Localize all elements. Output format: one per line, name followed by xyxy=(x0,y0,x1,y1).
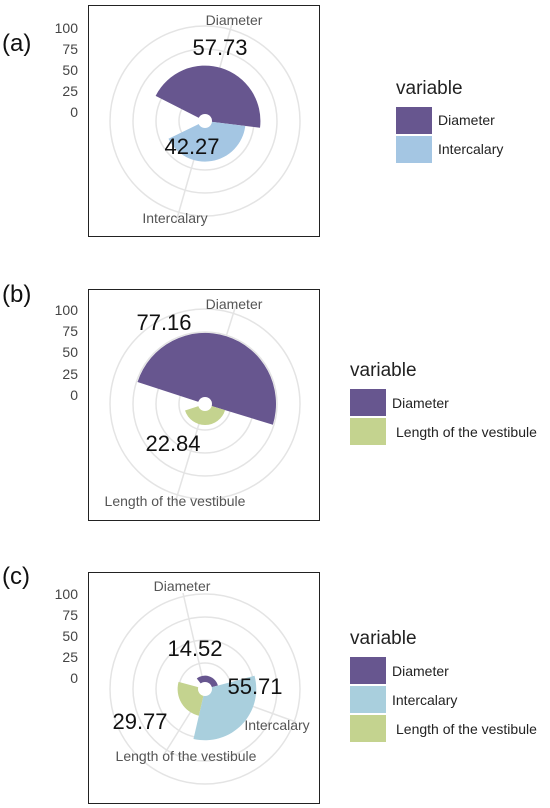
panel-c-legend-label-diameter: Diameter xyxy=(392,663,449,679)
panel-a-legend-title: variable xyxy=(396,78,463,99)
panel-b-bar-length-of-the-vestibule xyxy=(185,404,226,425)
panel-c-value-label-intercalary: 55.71 xyxy=(227,674,282,699)
panel-c-spoke xyxy=(182,592,206,690)
panel-c-legend-label-length-of-the-vestibule: Length of the vestibule xyxy=(396,721,537,737)
panel-c-ytick-75: 75 xyxy=(62,607,78,623)
panel-a-bar-diameter xyxy=(155,65,261,128)
panel-a-axis-label-diameter: Diameter xyxy=(206,12,263,28)
panel-b-ytick-100: 100 xyxy=(54,302,78,318)
panel-b-value-label-diameter: 77.16 xyxy=(136,310,191,335)
panel-b-legend-swatch-length-of-the-vestibule xyxy=(350,418,386,445)
panel-a-ytick-50: 50 xyxy=(62,62,78,78)
panel-b-ytick-25: 25 xyxy=(62,366,78,382)
panel-c-bar-diameter xyxy=(196,675,218,689)
panel-c-grid-ring xyxy=(132,616,278,762)
panel-c-center-hole xyxy=(198,682,212,696)
panel-b-center-hole xyxy=(198,397,212,411)
panel-c-ytick-25: 25 xyxy=(62,649,78,665)
panel-b-axis-label-length-of-the-vestibule: Length of the vestibule xyxy=(105,493,246,509)
panel-b-bar-diameter xyxy=(137,332,277,425)
panel-a-value-label-intercalary: 42.27 xyxy=(164,134,219,159)
panel-b-value-label-length-of-the-vestibule: 22.84 xyxy=(145,431,200,456)
panel-c-value-label-diameter: 14.52 xyxy=(167,636,222,661)
panel-c-letter: (c) xyxy=(2,563,30,590)
panel-a-legend-label-diameter: Diameter xyxy=(438,112,495,128)
panel-a-legend-swatch-intercalary xyxy=(396,136,432,163)
panel-c-grid-ring xyxy=(109,593,301,785)
panel-b-frame xyxy=(88,289,320,521)
panel-a-legend-label-intercalary: Intercalary xyxy=(438,141,504,157)
panel-a-ytick-0: 0 xyxy=(70,104,78,120)
panel-a-bar-intercalary xyxy=(168,121,246,162)
panel-a-grid-ring xyxy=(132,48,278,194)
panel-b-legend-label-length-of-the-vestibule: Length of the vestibule xyxy=(396,424,537,440)
panel-c-ytick-100: 100 xyxy=(54,586,78,602)
panel-c-legend-swatch-intercalary xyxy=(350,686,386,713)
panel-c-axis-label-intercalary: Intercalary xyxy=(244,717,309,733)
panel-c-legend-title: variable xyxy=(350,628,417,649)
panel-c-axis-label-length-of-the-vestibule: Length of the vestibule xyxy=(116,748,257,764)
panel-c-legend-swatch-length-of-the-vestibule xyxy=(350,715,386,742)
panel-b-legend-label-diameter: Diameter xyxy=(392,395,449,411)
panel-a-value-label-diameter: 57.73 xyxy=(192,35,247,60)
panel-a-legend-swatch-diameter xyxy=(396,107,432,134)
panel-a-frame xyxy=(88,5,320,237)
panel-a-ytick-75: 75 xyxy=(62,41,78,57)
panel-b-ytick-0: 0 xyxy=(70,387,78,403)
panel-c-legend-label-intercalary: Intercalary xyxy=(392,692,458,708)
panel-a-axis-label-intercalary: Intercalary xyxy=(142,210,207,226)
panel-c-legend-swatch-diameter xyxy=(350,657,386,684)
panel-b-grid-ring xyxy=(109,308,301,500)
panel-a-center-hole xyxy=(198,114,212,128)
panel-a-grid-ring xyxy=(109,25,301,217)
panel-a-letter: (a) xyxy=(2,30,32,57)
panel-a-ytick-25: 25 xyxy=(62,83,78,99)
panel-c-axis-label-diameter: Diameter xyxy=(154,578,211,594)
panel-a-ytick-100: 100 xyxy=(54,20,78,36)
panel-b-letter: (b) xyxy=(2,281,32,308)
panel-c-frame xyxy=(88,572,320,804)
panel-b-grid-ring xyxy=(132,331,278,477)
panel-b-ytick-75: 75 xyxy=(62,323,78,339)
panel-b-axis-label-diameter: Diameter xyxy=(206,296,263,312)
panel-b-ytick-50: 50 xyxy=(62,344,78,360)
panel-b-legend-title: variable xyxy=(350,360,417,381)
panel-b-legend-swatch-diameter xyxy=(350,389,386,416)
panel-c-ytick-0: 0 xyxy=(70,670,78,686)
panel-c-value-label-length-of-the-vestibule: 29.77 xyxy=(112,709,167,734)
panel-c-ytick-50: 50 xyxy=(62,628,78,644)
